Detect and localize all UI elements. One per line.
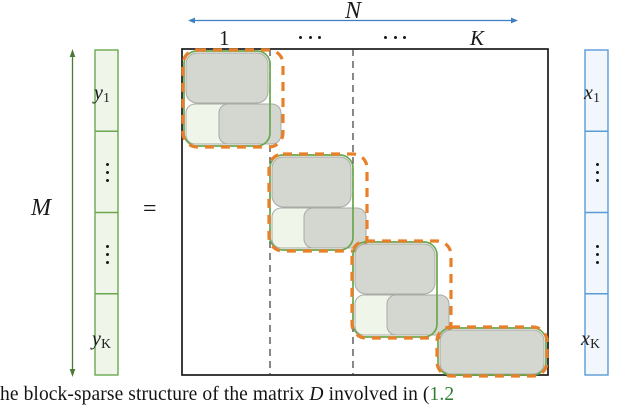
left-vector-y-sub-1: 1	[103, 89, 110, 105]
left-vector-label-y1: y1	[94, 82, 110, 106]
left-vector-y-base-last: y	[92, 328, 101, 350]
diagonal-block-1	[181, 48, 285, 149]
column-label-K: K	[470, 26, 485, 50]
left-vector-label-yK: yK	[92, 328, 111, 352]
caption-text-middle: involved in (	[323, 384, 430, 405]
right-vector-label-xK: xK	[581, 328, 600, 352]
label-M: M	[31, 195, 51, 221]
height-arrow-M	[69, 49, 76, 377]
caption-matrix-symbol: D	[309, 384, 324, 405]
width-arrow-N	[188, 17, 518, 24]
label-equals: =	[143, 196, 157, 222]
left-vector-dots-1	[101, 160, 113, 185]
right-vector-label-x1: x1	[584, 82, 600, 106]
diagonal-block-2	[267, 152, 369, 253]
figure-caption: he block-sparse structure of the matrix …	[0, 384, 640, 406]
left-vector-y	[94, 49, 119, 376]
column-label-dots-1	[296, 36, 324, 39]
column-label-1: 1	[219, 26, 230, 50]
left-vector-y-sub-K: K	[101, 335, 111, 351]
diagonal-block-4	[435, 325, 549, 378]
right-vector-x-base: x	[584, 82, 593, 104]
right-vector-x-sub-1: 1	[593, 89, 600, 105]
caption-reference-link[interactable]: 1.2	[429, 384, 455, 405]
right-vector-dots-2	[591, 242, 603, 267]
diagonal-block-3	[350, 239, 453, 340]
right-vector-x-sub-K: K	[590, 335, 600, 351]
right-vector-x-base-last: x	[581, 328, 590, 350]
left-vector-dots-2	[101, 242, 113, 267]
caption-text-before: he block-sparse structure of the matrix	[0, 384, 310, 405]
label-N: N	[345, 0, 362, 24]
right-vector-x	[584, 49, 609, 376]
left-vector-y-base: y	[94, 82, 103, 104]
right-vector-dots-1	[591, 160, 603, 185]
column-label-dots-2	[381, 36, 409, 39]
